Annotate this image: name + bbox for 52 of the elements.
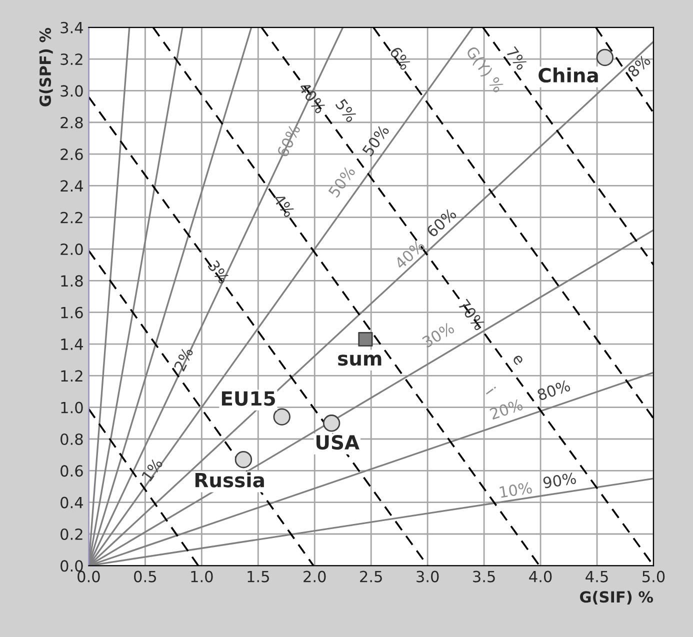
y-tick-label: 2.4 bbox=[60, 180, 83, 192]
annotation: 2% bbox=[174, 346, 194, 372]
data-label: USA bbox=[316, 434, 360, 450]
y-tick-label: 3.4 bbox=[60, 22, 83, 34]
annotation: 10% bbox=[499, 482, 532, 498]
annotation: 30% bbox=[422, 322, 456, 348]
x-tick-label: 2.5 bbox=[360, 570, 382, 582]
data-label: China bbox=[538, 68, 598, 83]
y-axis-title: G(SPF) % bbox=[39, 28, 53, 106]
y-tick-label: 1.6 bbox=[61, 306, 83, 318]
data-label: Russia bbox=[195, 472, 264, 488]
y-tick-label: 1.8 bbox=[61, 275, 83, 287]
annotation: 60% bbox=[276, 124, 301, 158]
y-tick-label: 1.4 bbox=[61, 338, 83, 350]
data-label: EU15 bbox=[222, 391, 275, 406]
x-tick-label: 3.5 bbox=[473, 570, 495, 582]
annotation: 7% bbox=[506, 46, 528, 71]
x-tick-label: 3.0 bbox=[416, 570, 439, 582]
y-tick-label: 1.2 bbox=[61, 370, 82, 382]
annotation: 4% bbox=[272, 192, 296, 218]
x-tick-label: 0.5 bbox=[134, 570, 156, 582]
x-tick-label: 1.5 bbox=[248, 570, 269, 582]
y-tick-label: 2.0 bbox=[60, 243, 83, 256]
y-tick-label: 0.0 bbox=[60, 560, 83, 572]
x-tick-label: 0.0 bbox=[78, 570, 100, 582]
x-tick-label: 4.5 bbox=[586, 570, 608, 582]
annotation: i bbox=[486, 386, 496, 395]
annotation: e bbox=[512, 354, 524, 366]
annotation: 6% bbox=[389, 46, 412, 71]
y-tick-label: 1.0 bbox=[61, 402, 83, 414]
annotation: 1% bbox=[141, 457, 164, 482]
y-tick-label: 2.6 bbox=[60, 148, 83, 160]
x-tick-label: 2.0 bbox=[304, 570, 326, 582]
data-label: sum bbox=[338, 354, 382, 366]
x-tick-label: 5.0 bbox=[642, 570, 665, 582]
y-tick-label: 2.8 bbox=[60, 116, 83, 128]
annotation: 80% bbox=[536, 380, 571, 401]
y-tick-label: 0.8 bbox=[60, 433, 83, 446]
y-tick-label: 2.2 bbox=[60, 212, 82, 224]
y-tick-label: 0.4 bbox=[60, 496, 83, 508]
annotation: 8% bbox=[626, 54, 652, 78]
annotation: 90% bbox=[542, 472, 576, 489]
annotation: 5% bbox=[335, 98, 358, 124]
x-tick-label: 4.0 bbox=[529, 570, 552, 582]
y-tick-label: 3.0 bbox=[60, 85, 83, 97]
y-tick-label: 3.2 bbox=[60, 54, 82, 66]
y-tick-label: 0.2 bbox=[60, 528, 82, 540]
x-tick-label: 1.0 bbox=[191, 570, 213, 582]
annotation: 3% bbox=[207, 260, 230, 285]
x-axis-title: G(SIF) % bbox=[580, 590, 654, 604]
y-tick-label: 0.6 bbox=[60, 465, 83, 477]
annotation: 20% bbox=[489, 398, 524, 420]
